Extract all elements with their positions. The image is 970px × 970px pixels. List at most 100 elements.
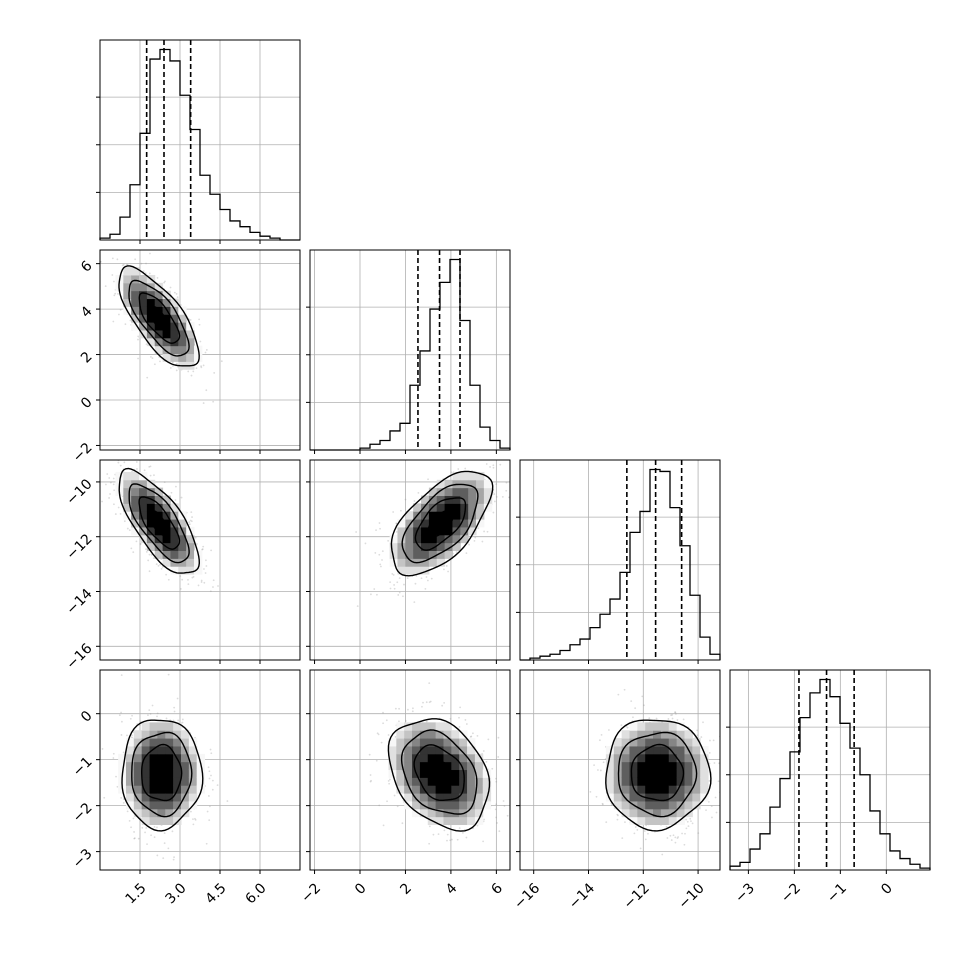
density-cell	[443, 738, 452, 747]
scatter-point	[200, 581, 203, 583]
scatter-point	[641, 695, 644, 698]
density-cell	[427, 722, 437, 731]
scatter-point	[708, 780, 711, 782]
density-cell	[405, 534, 414, 544]
density-cell	[613, 753, 623, 763]
density-cell	[459, 816, 468, 826]
scatter-point	[443, 568, 445, 571]
density-cell	[459, 793, 468, 802]
panel-content	[520, 670, 720, 870]
density-cell	[421, 495, 430, 504]
density-cell	[180, 793, 190, 802]
scatter-point	[403, 583, 405, 586]
density-cell	[125, 785, 135, 794]
density-cell	[170, 298, 179, 307]
density-cell	[188, 777, 198, 786]
density-cell	[154, 550, 164, 559]
density-cell	[468, 471, 477, 481]
density-cell	[653, 785, 662, 794]
scatter-point	[378, 522, 381, 524]
scatter-point	[661, 853, 664, 856]
scatter-point	[124, 323, 127, 326]
contour-level-3	[390, 470, 494, 577]
scatter-point	[200, 366, 203, 369]
scatter-point	[211, 779, 214, 782]
scatter-point	[387, 734, 390, 736]
density-cell	[396, 745, 405, 755]
scatter-point	[389, 778, 391, 781]
density-cell	[645, 722, 654, 731]
density-cell	[186, 558, 195, 567]
density-cell	[157, 808, 166, 818]
scatter-point	[447, 570, 449, 573]
density-cell	[131, 274, 140, 284]
density-cell	[146, 503, 156, 512]
scatter-point	[176, 362, 178, 365]
density-cell	[444, 534, 453, 544]
scatter-point	[489, 466, 491, 468]
scatter-point	[187, 370, 190, 373]
scatter-panel-1-0	[96, 249, 301, 454]
scatter-point	[116, 457, 118, 459]
scatter-point	[368, 753, 371, 756]
density-cell	[170, 322, 179, 331]
scatter-point	[177, 719, 180, 722]
hist-frame-0	[99, 39, 301, 241]
density-cell	[468, 526, 477, 536]
density-cell	[146, 519, 156, 528]
scatter-point	[465, 836, 468, 839]
scatter-point	[379, 563, 382, 566]
scatter-point	[677, 836, 680, 838]
scatter-point	[212, 400, 215, 403]
scatter-point	[113, 489, 116, 492]
density-cell	[194, 566, 203, 575]
density-cell	[180, 800, 190, 810]
density-cell	[154, 503, 164, 512]
scatter-point	[98, 459, 100, 461]
density-cell	[459, 761, 468, 771]
scatter-point	[369, 780, 372, 783]
scatter-point	[131, 734, 133, 737]
scatter-point	[393, 794, 396, 797]
density-cell	[154, 345, 164, 355]
density-cell	[653, 777, 662, 786]
density-cell	[637, 722, 646, 731]
scatter-point	[152, 557, 155, 559]
scatter-point	[697, 832, 700, 835]
scatter-point	[493, 493, 496, 495]
density-cell	[700, 753, 709, 763]
density-cell	[482, 769, 492, 778]
scatter-point	[497, 736, 500, 739]
density-cell	[421, 511, 430, 520]
density-cell	[388, 761, 397, 771]
scatter-point	[494, 808, 497, 811]
density-cell	[180, 730, 190, 739]
density-cell	[444, 542, 453, 552]
density-cell	[443, 730, 452, 739]
density-cell	[141, 785, 151, 794]
density-cell	[123, 282, 132, 292]
density-cell	[621, 745, 630, 755]
scatter-point	[445, 565, 448, 567]
density-cell	[436, 526, 446, 536]
scatter-point	[473, 458, 475, 460]
density-cell	[435, 738, 444, 747]
scatter-point	[495, 483, 498, 486]
density-cell	[653, 808, 662, 818]
scatter-point	[681, 832, 683, 835]
density-cell	[427, 761, 437, 771]
density-cell	[188, 761, 198, 771]
density-cell	[460, 471, 469, 481]
density-cell	[419, 777, 429, 786]
scatter-point	[425, 701, 428, 704]
scatter-point	[674, 841, 677, 844]
scatter-point	[485, 463, 488, 465]
density-cell	[637, 808, 646, 818]
density-cell	[421, 503, 430, 512]
scatter-point	[465, 723, 468, 725]
scatter-point	[120, 796, 123, 799]
density-cell	[154, 534, 164, 544]
y-tick-label: −10	[63, 476, 95, 508]
density-cell	[141, 777, 151, 786]
scatter-point	[217, 585, 219, 587]
